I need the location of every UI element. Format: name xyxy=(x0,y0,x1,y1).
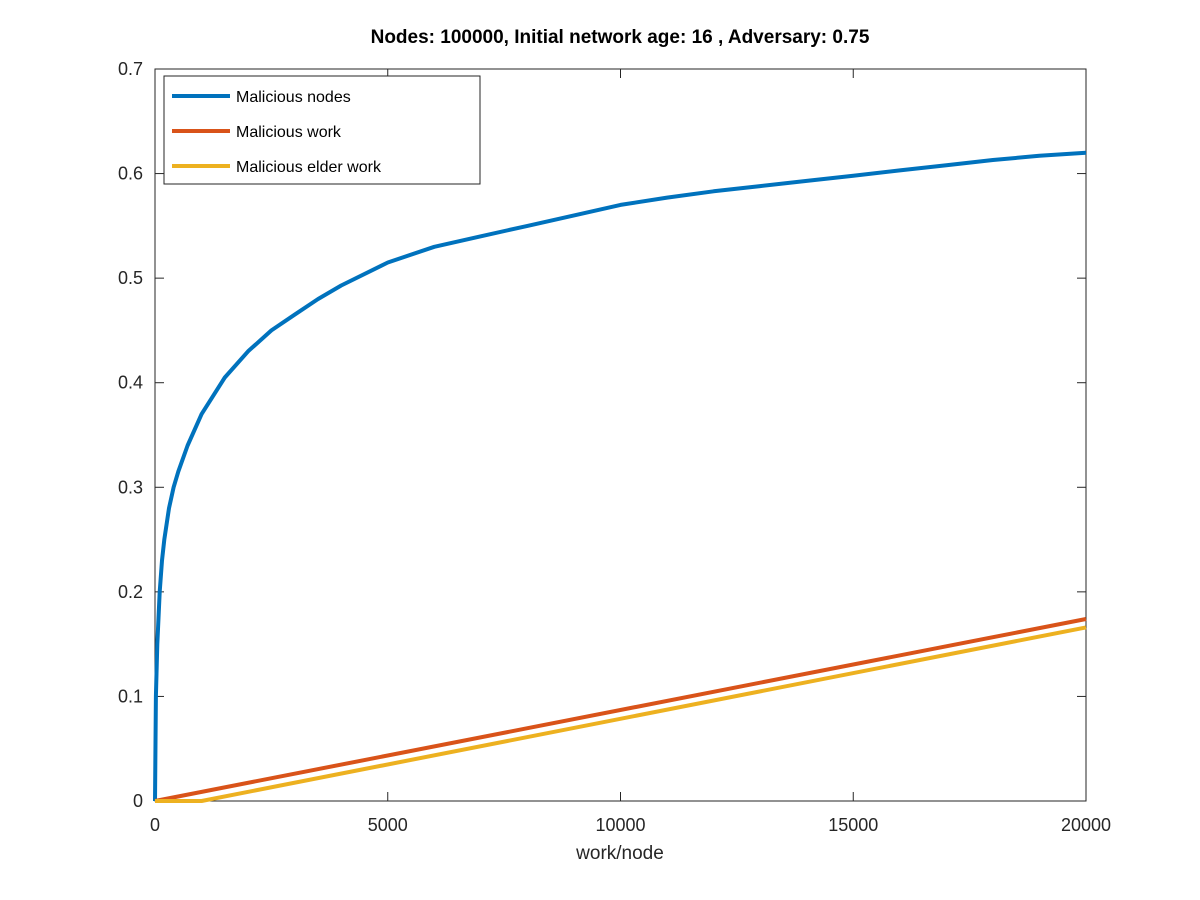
y-tick-label: 0.7 xyxy=(118,59,143,79)
y-tick-label: 0.3 xyxy=(118,477,143,497)
x-tick-label: 15000 xyxy=(828,815,878,835)
legend-label-malicious-nodes: Malicious nodes xyxy=(236,89,351,106)
y-tick-label: 0.2 xyxy=(118,582,143,602)
y-tick-label: 0 xyxy=(133,791,143,811)
y-tick-label: 0.5 xyxy=(118,268,143,288)
series-line-malicious-nodes xyxy=(153,150,1087,802)
y-tick-label: 0.4 xyxy=(118,373,143,393)
legend-label-malicious-elder-work: Malicious elder work xyxy=(236,159,382,176)
legend: Malicious nodes Malicious work Malicious… xyxy=(163,75,481,185)
x-tick-label: 20000 xyxy=(1061,815,1111,835)
series-line-malicious-elder-work xyxy=(155,625,1087,803)
data-series xyxy=(153,150,1087,803)
chart-title: Nodes: 100000, Initial network age: 16 ,… xyxy=(371,27,870,48)
series-line-malicious-work xyxy=(154,617,1087,803)
x-tick-label: 0 xyxy=(150,815,160,835)
plot-area xyxy=(154,68,1087,802)
x-tick-label: 5000 xyxy=(368,815,408,835)
y-tick-label: 0.6 xyxy=(118,164,143,184)
legend-label-malicious-work: Malicious work xyxy=(236,124,342,141)
axis-tick-labels: 0 5000 10000 15000 20000 0 0.1 0.2 0.3 0.4 0.5 0.6 0… xyxy=(118,59,1111,835)
y-tick-label: 0.1 xyxy=(118,686,143,706)
x-axis-label: work/node xyxy=(575,843,664,864)
x-tick-label: 10000 xyxy=(595,815,645,835)
